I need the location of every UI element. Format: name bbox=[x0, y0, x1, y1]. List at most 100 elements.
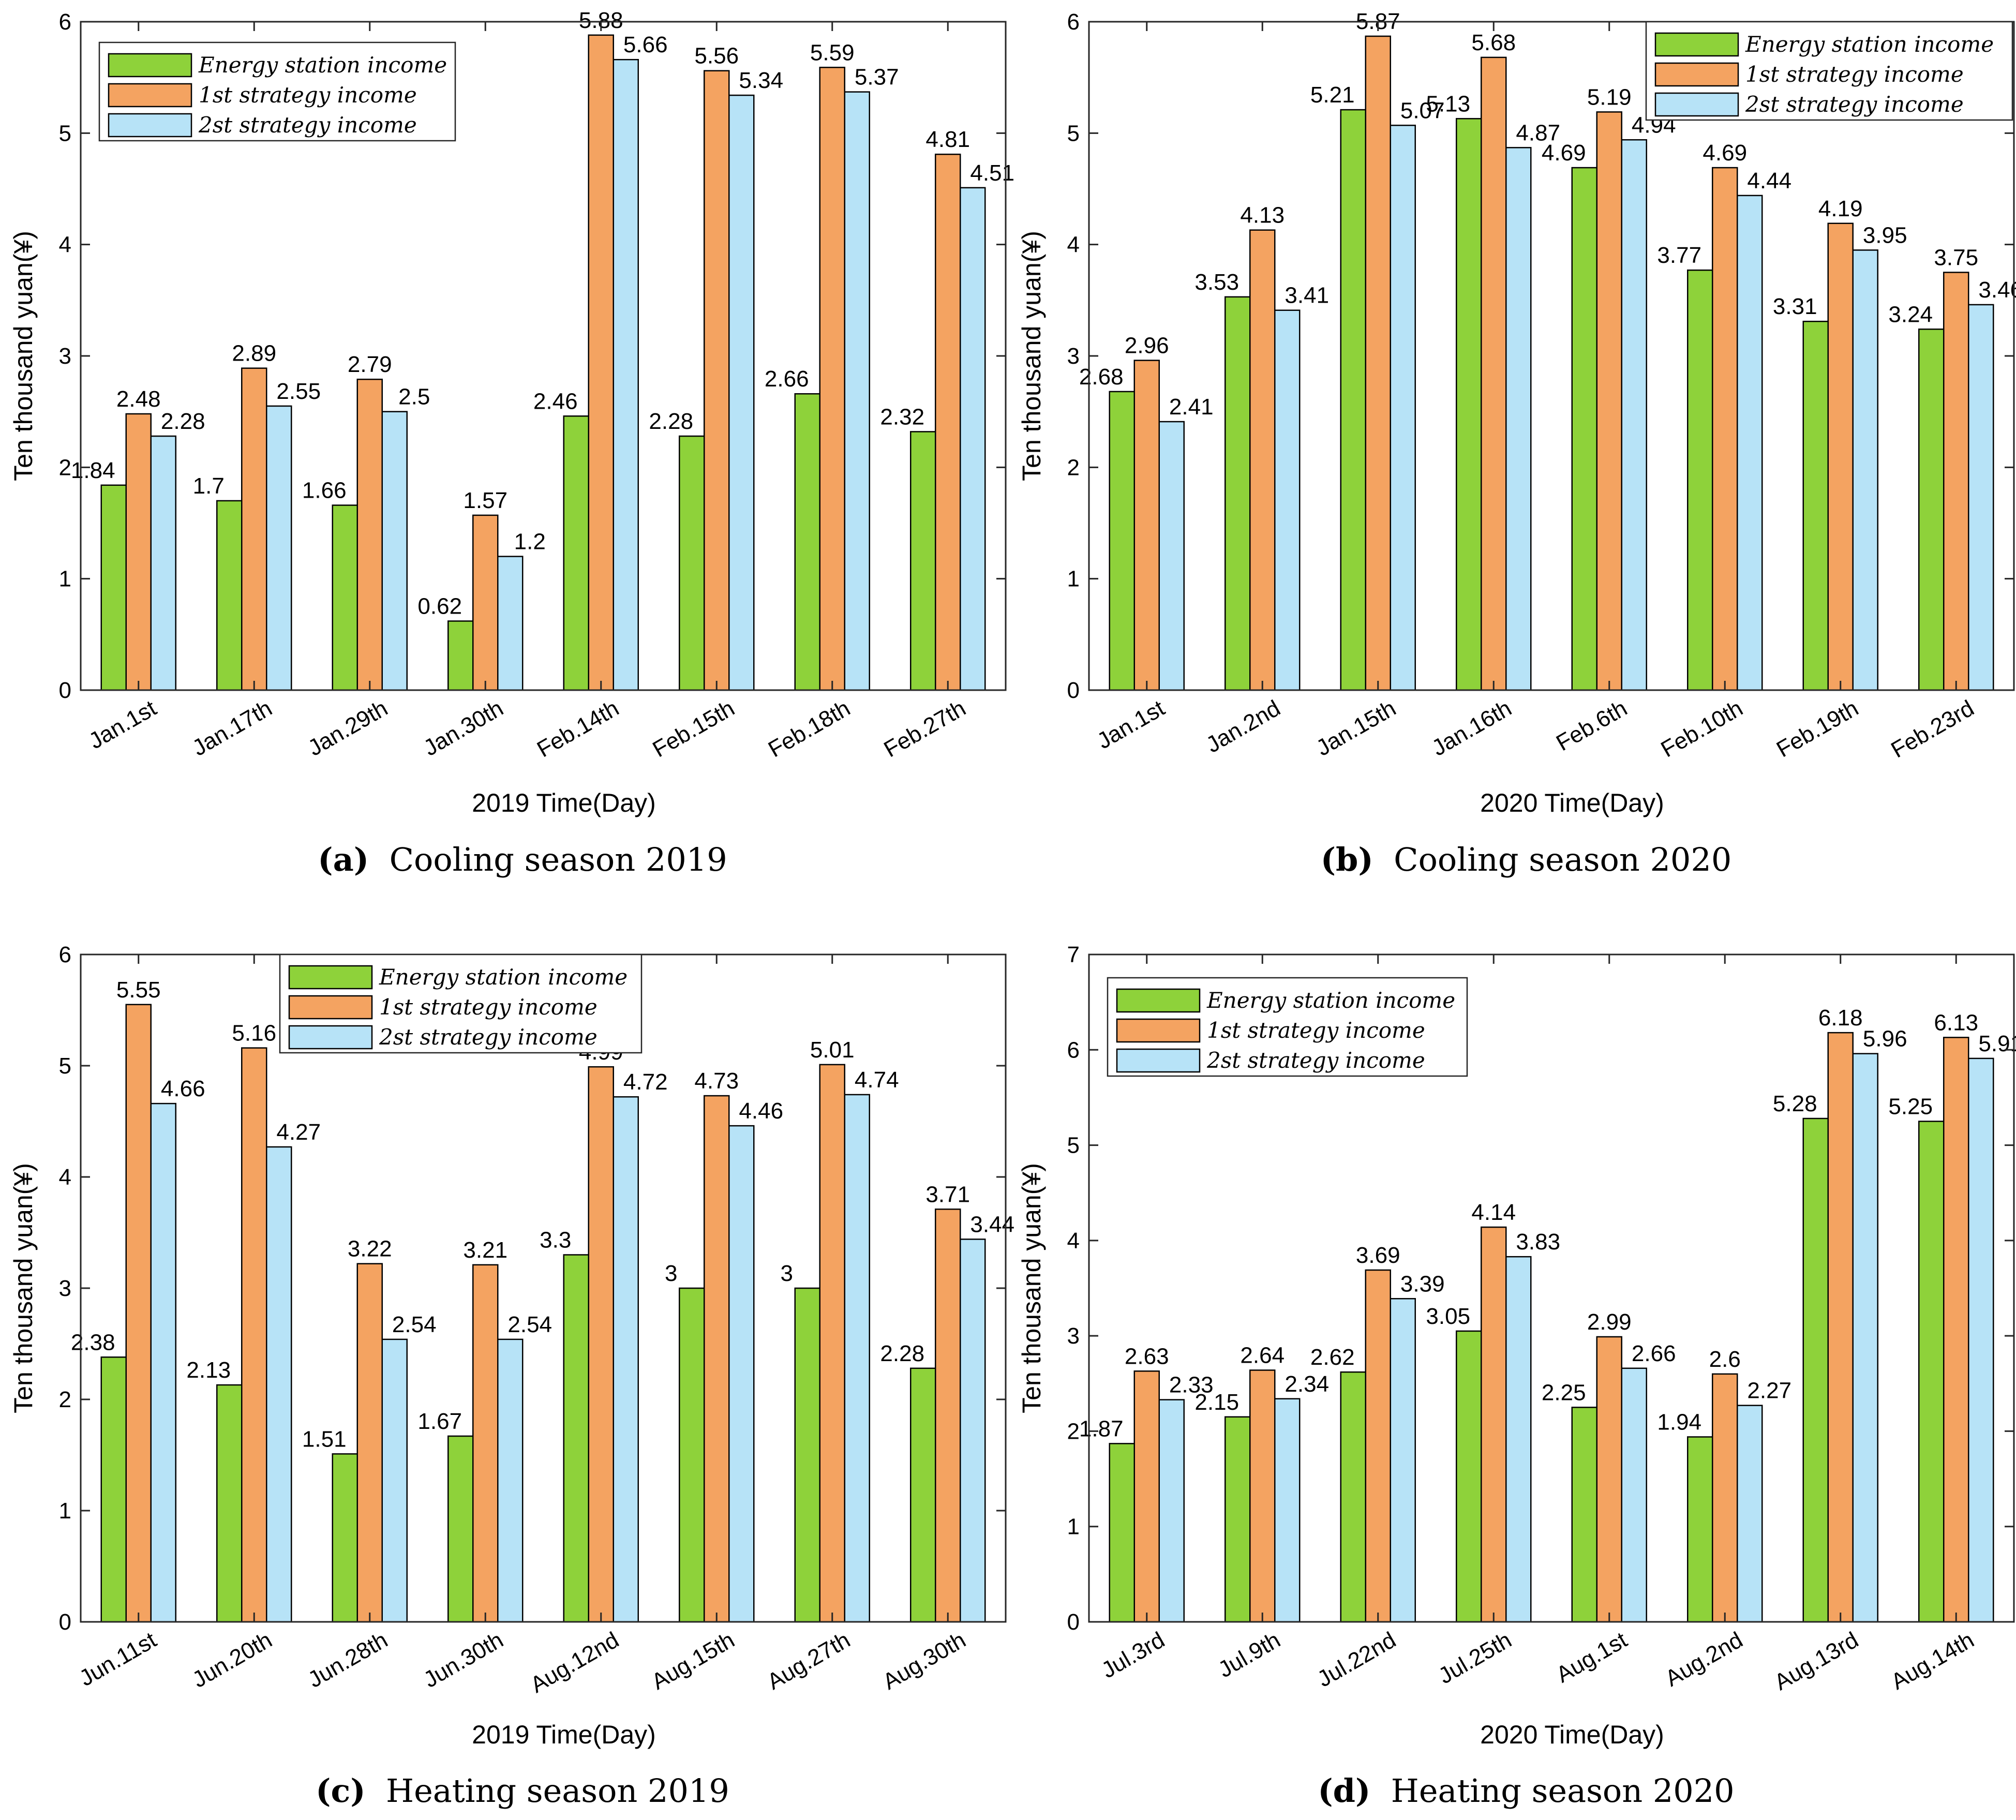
bar-2st-strategy-5 bbox=[613, 58, 639, 691]
bar-energy-station-7 bbox=[794, 393, 820, 691]
data-label: 1.7 bbox=[193, 473, 225, 499]
panel-label: (c) bbox=[316, 1772, 366, 1810]
data-label: 2.48 bbox=[116, 386, 161, 412]
y-tick-label: 0 bbox=[1067, 678, 1080, 703]
bar-energy-station-8 bbox=[910, 431, 936, 691]
bar-2st-strategy-8 bbox=[960, 187, 986, 691]
y-tick-label: 2 bbox=[1067, 1419, 1080, 1444]
data-label: 2.54 bbox=[507, 1312, 552, 1337]
legend-label: 2st strategy income bbox=[1206, 1048, 1425, 1073]
x-axis-title: 2020 Time(Day) bbox=[1480, 788, 1664, 817]
x-tick-label: Aug.30th bbox=[878, 1627, 970, 1695]
data-labels-group: 1.872.152.623.052.251.945.28 5.252.63 2.64… bbox=[1079, 1005, 2016, 1441]
bar-2st-strategy-1 bbox=[150, 435, 176, 691]
caption-text: Heating season 2019 bbox=[386, 1772, 729, 1810]
data-label: 4.81 bbox=[925, 127, 970, 152]
data-label: 5.66 bbox=[623, 32, 668, 57]
bar-1st-strategy-5 bbox=[1596, 111, 1622, 691]
bar-energy-station-2 bbox=[216, 500, 243, 691]
y-tick-label: 1 bbox=[59, 566, 71, 592]
data-label: 4.46 bbox=[739, 1098, 783, 1124]
y-tick-label: 7 bbox=[1067, 942, 1080, 967]
x-tick-label: Aug.15th bbox=[647, 1627, 739, 1695]
legend-label: 1st strategy income bbox=[379, 994, 598, 1020]
data-label: 3.22 bbox=[348, 1236, 392, 1262]
data-label: 3.95 bbox=[1863, 222, 1907, 248]
x-tick-label: Feb.27th bbox=[879, 695, 970, 762]
data-label: 1.94 bbox=[1657, 1409, 1701, 1435]
bar-energy-station-1 bbox=[1109, 391, 1135, 691]
bar-1st-strategy-2 bbox=[241, 1047, 267, 1623]
data-label: 3.41 bbox=[1285, 283, 1329, 308]
legend-swatch bbox=[1654, 92, 1739, 117]
x-tick-label: Jun.28th bbox=[304, 1627, 392, 1693]
bar-1st-strategy-5 bbox=[588, 34, 614, 691]
chart-panel-cooling-2020: 2.68 3.53 5.21 5.13 4.69 3.77 3.31 3.24 2.96 4.13… bbox=[1008, 0, 2016, 848]
bar-1st-strategy-4 bbox=[472, 1264, 499, 1623]
legend-swatch bbox=[1116, 988, 1201, 1013]
y-tick-label: 4 bbox=[59, 232, 71, 258]
bar-1st-strategy-2 bbox=[1249, 229, 1276, 691]
bar-1st-strategy-3 bbox=[1365, 1269, 1391, 1623]
data-labels-group: 1.841.7 1.660.622.462.282.662.322.482.89 2… bbox=[71, 8, 1014, 619]
legend-label: 1st strategy income bbox=[1207, 1018, 1425, 1043]
bar-energy-station-7 bbox=[1802, 320, 1829, 691]
legend-swatch bbox=[1654, 32, 1739, 57]
bar-energy-station-3 bbox=[1340, 109, 1366, 691]
bar-1st-strategy-6 bbox=[704, 1095, 730, 1623]
y-tick-label: 4 bbox=[1067, 1228, 1080, 1254]
legend-swatch bbox=[108, 83, 192, 108]
y-axis-title: Ten thousand yuan(¥) bbox=[9, 231, 38, 481]
data-label: 3 bbox=[665, 1261, 677, 1286]
data-label: 4.73 bbox=[694, 1068, 739, 1094]
y-tick-label: 6 bbox=[1067, 9, 1080, 35]
bar-energy-station-3 bbox=[332, 504, 358, 691]
x-tick-label: Jul.3rd bbox=[1097, 1627, 1169, 1683]
data-label: 4.13 bbox=[1240, 203, 1285, 228]
bar-2st-strategy-5 bbox=[613, 1096, 639, 1623]
bar-1st-strategy-3 bbox=[356, 1263, 383, 1623]
y-tick-label: 0 bbox=[59, 678, 71, 703]
y-axis-title: Ten thousand yuan(¥) bbox=[9, 1163, 38, 1413]
x-tick-label: Jan.1st bbox=[84, 695, 160, 754]
data-label: 4.69 bbox=[1703, 140, 1747, 166]
data-label: 3.77 bbox=[1657, 243, 1701, 268]
bar-1st-strategy-4 bbox=[472, 514, 499, 691]
panel-label: (b) bbox=[1320, 841, 1373, 878]
x-tick-label: Feb.10th bbox=[1656, 695, 1747, 762]
data-label: 4.74 bbox=[855, 1067, 899, 1093]
bar-1st-strategy-2 bbox=[1249, 1369, 1276, 1623]
bar-2st-strategy-4 bbox=[497, 556, 524, 691]
bar-1st-strategy-6 bbox=[1712, 167, 1738, 691]
bar-energy-station-4 bbox=[447, 1435, 474, 1623]
data-label: 4.51 bbox=[970, 160, 1014, 186]
bar-energy-station-1 bbox=[100, 484, 127, 691]
chart-cooling-2020: 2.68 3.53 5.21 5.13 4.69 3.77 3.31 3.24 2.96 4.13… bbox=[1017, 9, 2016, 817]
data-label: 1.66 bbox=[302, 478, 347, 503]
bar-2st-strategy-6 bbox=[1737, 1405, 1763, 1623]
x-tick-label: Jan.30th bbox=[420, 695, 508, 761]
x-tick-label: Jan.15th bbox=[1312, 695, 1400, 761]
bar-1st-strategy-3 bbox=[1365, 35, 1391, 691]
bar-2st-strategy-1 bbox=[1158, 421, 1185, 691]
caption-cooling-2020: (b) Cooling season 2020 bbox=[1035, 841, 2016, 878]
data-label: 2.28 bbox=[161, 409, 205, 434]
data-label: 2.32 bbox=[880, 404, 924, 429]
y-tick-label: 3 bbox=[59, 344, 71, 369]
bar-2st-strategy-4 bbox=[1505, 147, 1532, 691]
x-tick-label: Jul.25th bbox=[1434, 1627, 1516, 1689]
y-tick-label: 3 bbox=[59, 1276, 71, 1301]
y-tick-label: 5 bbox=[1067, 121, 1080, 146]
bar-2st-strategy-6 bbox=[1737, 195, 1763, 691]
data-label: 5.07 bbox=[1400, 98, 1445, 123]
data-label: 3.21 bbox=[463, 1237, 507, 1263]
bar-energy-station-4 bbox=[1456, 1330, 1482, 1623]
data-label: 4.66 bbox=[161, 1076, 205, 1101]
bar-2st-strategy-4 bbox=[497, 1338, 524, 1623]
y-tick-label: 6 bbox=[59, 9, 71, 35]
y-tick-label: 2 bbox=[59, 1387, 71, 1412]
x-tick-label: Aug.13rd bbox=[1770, 1627, 1863, 1695]
data-label: 1.84 bbox=[71, 458, 115, 483]
bar-2st-strategy-2 bbox=[266, 1146, 292, 1623]
legend-swatch bbox=[108, 53, 192, 78]
